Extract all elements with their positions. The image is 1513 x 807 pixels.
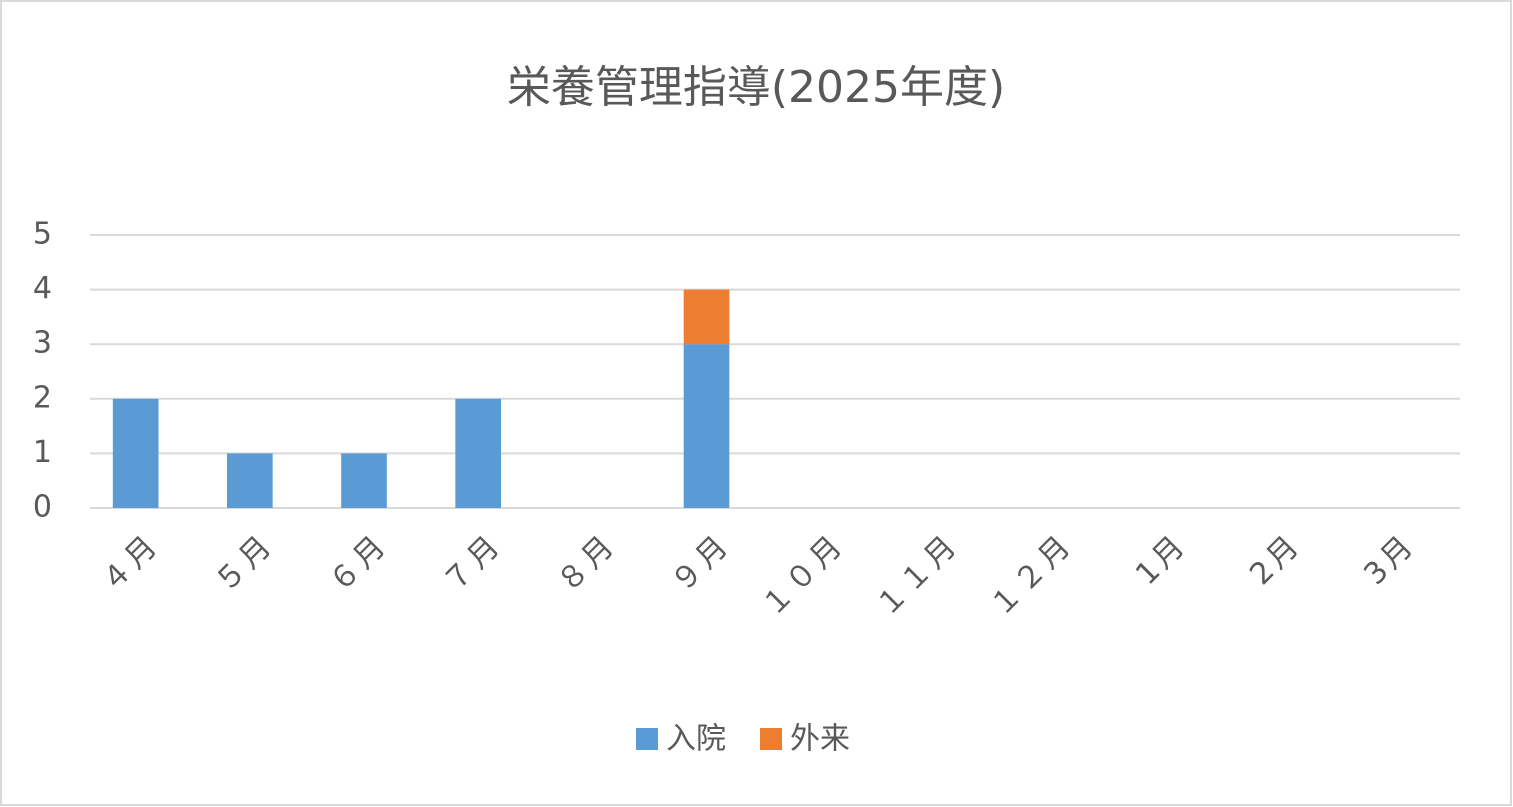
y-tick-label: 3 [33,326,52,361]
legend-label: 外来 [790,722,850,757]
bar [455,398,501,508]
y-tick-label: 0 [33,490,52,525]
legend-swatch [636,728,658,750]
bar [683,344,730,508]
legend-label: 入院 [666,722,726,757]
chart-title: 栄養管理指導(2025年度) [507,62,1005,113]
bar [683,289,730,345]
bar [227,453,273,508]
bar [112,398,159,508]
y-tick-label: 5 [33,217,52,252]
bar [341,453,387,508]
y-tick-label: 2 [33,380,52,415]
legend-swatch [760,728,782,750]
y-tick-label: 1 [33,435,52,470]
y-tick-label: 4 [33,271,52,306]
